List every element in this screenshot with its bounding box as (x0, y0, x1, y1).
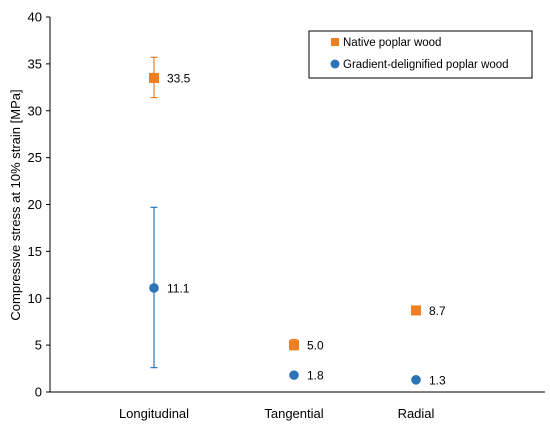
data-point-circle (411, 375, 421, 385)
data-point-square (149, 72, 159, 83)
legend-marker-delignified (330, 59, 340, 69)
data-label: 1.8 (307, 369, 324, 383)
data-point-square (289, 340, 299, 351)
y-tick-label: 25 (28, 150, 42, 165)
data-label: 8.7 (429, 304, 446, 318)
y-axis-label: Compressive stress at 10% strain [MPa] (8, 89, 23, 320)
data-point-circle (149, 283, 159, 293)
legend-label-native: Native poplar wood (343, 37, 441, 49)
data-point-square (411, 305, 421, 316)
x-category-label: Radial (398, 406, 435, 421)
legend-label-delignified: Gradient-delignified poplar wood (343, 59, 509, 71)
series-native: 33.5 5.0 8.7 (149, 56, 446, 353)
data-label: 11.1 (167, 281, 190, 295)
legend-marker-native (331, 38, 339, 46)
data-label: 5.0 (307, 339, 324, 353)
series-delignified: 11.1 1.8 1.3 (149, 206, 446, 387)
data-point-circle (289, 370, 299, 380)
y-tick-label: 5 (35, 338, 42, 353)
y-tick-label: 10 (28, 291, 42, 306)
series-layer: 33.5 5.0 8.7 11.1 1.8 1.3 (149, 56, 446, 387)
axes: 0 5 10 15 20 25 30 35 40 Longitudinal Tangential Ra… (28, 10, 545, 421)
x-category-label: Tangential (264, 406, 323, 421)
y-tick-label: 40 (28, 10, 42, 25)
legend: Native poplar wood Gradient-delignified … (308, 30, 533, 79)
y-tick-label: 0 (35, 385, 42, 400)
y-tick-label: 15 (28, 244, 42, 259)
y-tick-label: 35 (28, 56, 42, 71)
data-label: 33.5 (167, 71, 191, 85)
legend-box (308, 30, 533, 79)
y-tick-label: 30 (28, 103, 42, 118)
data-label: 1.3 (429, 373, 446, 387)
y-tick-label: 20 (28, 197, 42, 212)
x-category-label: Longitudinal (119, 406, 189, 421)
